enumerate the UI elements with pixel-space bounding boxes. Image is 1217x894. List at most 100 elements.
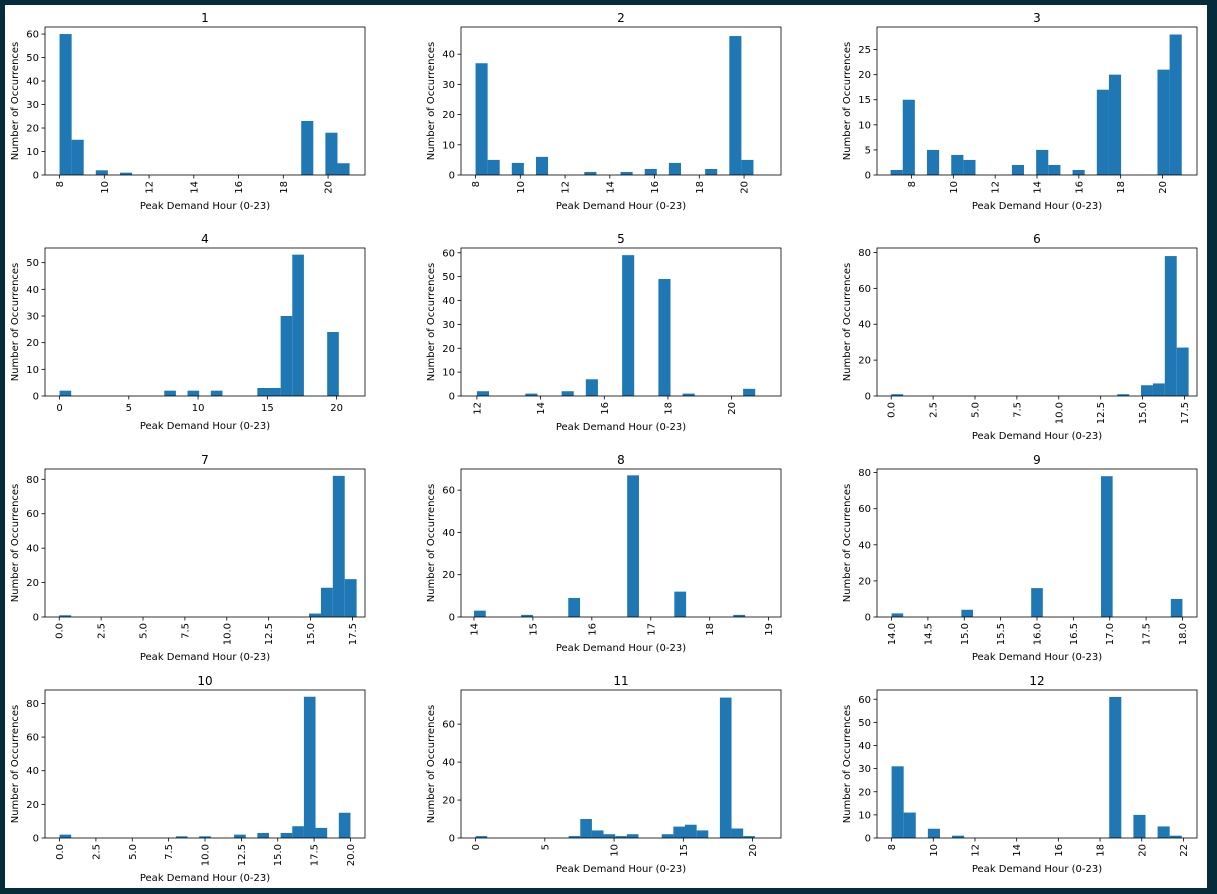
x-tick-label: 14	[605, 181, 616, 194]
histogram-bar	[1072, 169, 1085, 175]
y-axis-label: Number of Occurrences	[10, 705, 21, 824]
y-axis-label: Number of Occurrences	[426, 484, 437, 603]
subplot-title: 2	[617, 11, 625, 25]
histogram-bar	[1152, 383, 1165, 396]
axes-frame	[44, 247, 366, 397]
x-tick-label: 17.5	[1142, 623, 1153, 645]
x-axis-label: Peak Demand Hour (0-23)	[140, 421, 270, 432]
y-tick-label: 0	[865, 613, 871, 624]
y-tick-label: 10	[26, 147, 39, 158]
x-tick-label: 14	[189, 181, 200, 194]
histogram-bar	[603, 834, 616, 838]
histogram-bar	[674, 591, 687, 617]
x-tick-label: 18	[695, 181, 706, 194]
histogram-bar	[622, 255, 635, 396]
x-tick-label: 15.5	[996, 623, 1007, 645]
x-tick-label: 16.0	[1033, 623, 1044, 645]
histogram-bar	[269, 388, 281, 396]
y-tick-label: 30	[26, 312, 39, 323]
histogram-bar	[303, 696, 316, 838]
histogram-bar	[473, 610, 486, 617]
x-tick-label: 16	[650, 181, 661, 194]
histogram-bar	[668, 162, 681, 175]
subplot-2: 8 10 12 14 16 18 20 0 10 20 30 40 2 Peak Demand Hour …	[426, 11, 782, 212]
y-tick-label: 20	[442, 110, 455, 121]
y-tick-label: 50	[26, 53, 39, 64]
x-tick-label: 17.0	[1105, 623, 1116, 645]
x-axis-label: Peak Demand Hour (0-23)	[140, 201, 270, 212]
x-tick-label: 18	[663, 402, 674, 415]
x-tick-label: 2.5	[929, 402, 940, 418]
histogram-bar	[1133, 814, 1146, 839]
y-axis-label: Number of Occurrences	[426, 42, 437, 161]
histogram-bar	[199, 836, 211, 838]
histogram-bar	[280, 832, 293, 838]
histogram-bar	[344, 579, 357, 617]
histogram-bar	[627, 475, 639, 617]
histogram-bar	[521, 614, 533, 617]
histogram-bar	[890, 169, 903, 175]
y-tick-label: 0	[865, 171, 871, 182]
x-tick-label: 10	[610, 844, 621, 857]
histogram-bar	[59, 390, 72, 396]
y-tick-label: 0	[865, 834, 871, 845]
histogram-bar	[332, 475, 345, 617]
x-tick-label: 12.5	[1096, 402, 1107, 424]
y-tick-label: 0	[449, 171, 455, 182]
histogram-bar	[591, 830, 604, 838]
x-tick-label: 12	[472, 402, 483, 415]
histogram-bar	[891, 394, 904, 396]
y-tick-label: 40	[26, 766, 39, 777]
x-tick-label: 18	[705, 623, 716, 636]
histogram-bar	[951, 154, 964, 175]
y-axis-label: Number of Occurrences	[426, 263, 437, 382]
histogram-bar	[952, 835, 965, 838]
y-tick-label: 50	[26, 258, 39, 269]
x-tick-label: 17.5	[1180, 402, 1191, 424]
y-tick-label: 5	[865, 145, 871, 156]
y-tick-label: 60	[858, 504, 871, 515]
y-tick-label: 60	[26, 30, 39, 41]
x-tick-label: 12	[145, 181, 156, 194]
histogram-bar	[1157, 69, 1170, 175]
histogram-bar	[1036, 149, 1049, 175]
histogram-bar	[475, 836, 488, 838]
subplot-1: 8 10 12 14 16 18 20 0 10 20 30 40 50 60 1 Peak Demand H…	[10, 11, 366, 212]
y-tick-label: 40	[26, 544, 39, 555]
x-tick-label: 12.5	[264, 623, 275, 645]
histogram-bar	[487, 159, 500, 175]
y-axis-label: Number of Occurrences	[10, 42, 21, 161]
histogram-bar	[926, 149, 940, 175]
histogram-bar	[1096, 89, 1109, 175]
y-tick-label: 40	[442, 758, 455, 769]
histogram-bar	[301, 120, 314, 175]
x-tick-label: 10.0	[1054, 402, 1065, 424]
subplot-9: 14.0 14.5 15.0 15.5 16.0 16.5 17.0 17.5 18.0 0 20 4…	[842, 453, 1198, 663]
x-tick-label: 10.0	[201, 844, 212, 866]
figure-canvas: 8 10 12 14 16 18 20 0 10 20 30 40 50 60 1 Peak Demand H…	[5, 5, 1207, 888]
y-axis-label: Number of Occurrences	[842, 263, 853, 382]
subplot-title: 9	[1033, 453, 1041, 467]
histogram-bar	[1108, 74, 1122, 175]
x-tick-label: 18	[1096, 844, 1107, 857]
x-tick-label: 16	[234, 181, 245, 194]
histogram-bar	[696, 830, 709, 838]
subplot-6: 0.0 2.5 5.0 7.5 10.0 12.5 15.0 17.5 0 20 40 60 80 6 Pe…	[842, 232, 1198, 442]
y-tick-label: 40	[442, 296, 455, 307]
y-axis-label: Number of Occurrences	[842, 484, 853, 603]
histogram-bar	[731, 828, 744, 838]
x-axis-label: Peak Demand Hour (0-23)	[556, 201, 686, 212]
x-tick-label: 22	[1179, 844, 1190, 857]
subplot-4: 0 5 10 15 20 0 10 20 30 40 50 4 Peak Demand Hour (0-…	[10, 232, 366, 432]
histogram-bar	[927, 828, 940, 838]
subplot-5: 12 14 16 18 20 0 10 20 30 40 50 60 5 Peak Demand Hour…	[426, 232, 782, 433]
histogram-bar	[685, 824, 697, 838]
axes-frame	[460, 468, 782, 618]
x-axis-label: Peak Demand Hour (0-23)	[972, 864, 1102, 875]
histogram-bar	[327, 332, 339, 396]
y-axis-label: Number of Occurrences	[426, 705, 437, 824]
y-tick-label: 10	[26, 365, 39, 376]
histogram-bar	[1176, 347, 1189, 396]
x-tick-label: 10	[100, 181, 111, 194]
histogram-bar	[476, 391, 490, 396]
